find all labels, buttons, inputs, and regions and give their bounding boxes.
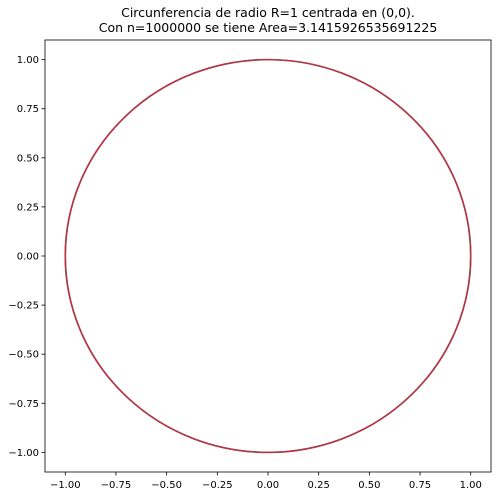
chart-title-line-2: Con n=1000000 se tiene Area=3.1415926535…	[99, 20, 438, 35]
y-tick-label: −0.50	[8, 350, 39, 361]
x-tick-label: 0.25	[308, 480, 330, 491]
chart-title-line-1: Circunferencia de radio R=1 centrada en …	[121, 5, 415, 20]
x-tick-label: 0.75	[409, 480, 431, 491]
y-tick-label: 0.25	[17, 202, 39, 213]
x-tick-label: −0.50	[151, 480, 182, 491]
y-tick-label: 0.75	[17, 104, 39, 115]
y-tick-label: 1.00	[17, 55, 39, 66]
x-tick-label: −1.00	[50, 480, 81, 491]
series-2-circle	[64, 58, 472, 454]
x-axis: −1.00 −0.75 −0.50 −0.25 0.00 0.25 0.50 0.75 1.00	[50, 472, 482, 491]
x-tick-label: −0.75	[101, 480, 132, 491]
y-tick-label: −0.25	[8, 301, 39, 312]
y-tick-label: 0.50	[17, 153, 39, 164]
y-tick-label: −1.00	[8, 448, 39, 459]
y-tick-label: 0.00	[17, 252, 39, 263]
y-axis: 1.00 0.75 0.50 0.25 0.00 −0.25 −0.50 −0.75 −1.00	[8, 55, 45, 459]
plot-area	[64, 58, 472, 454]
x-tick-label: 1.00	[460, 480, 482, 491]
x-tick-label: 0.50	[358, 480, 380, 491]
x-tick-label: 0.00	[257, 480, 279, 491]
y-tick-label: −0.75	[8, 399, 39, 410]
x-tick-label: −0.25	[202, 480, 233, 491]
